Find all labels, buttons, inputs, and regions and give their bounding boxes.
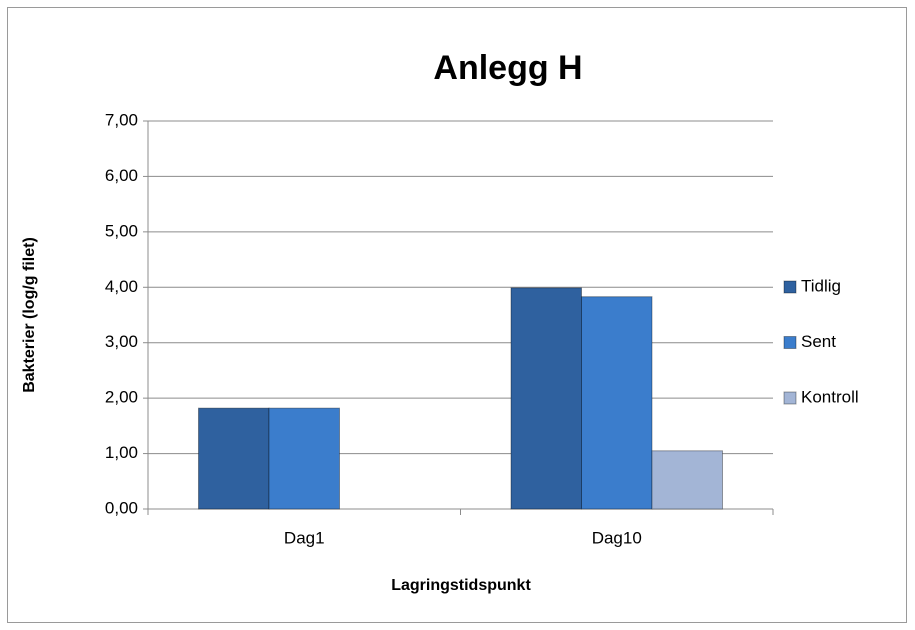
y-tick-label: 3,00	[105, 332, 138, 351]
y-tick-label: 6,00	[105, 166, 138, 185]
bar	[268, 407, 340, 510]
bar	[651, 450, 723, 510]
legend-label: Tidlig	[801, 276, 841, 295]
bar	[510, 287, 582, 510]
y-tick-label: 5,00	[105, 221, 138, 240]
x-axis-title: Lagringstidspunkt	[391, 577, 531, 594]
legend-swatch	[783, 280, 797, 294]
x-tick-label: Dag1	[284, 528, 325, 547]
legend-swatch	[783, 391, 797, 405]
chart-title: Anlegg H	[433, 49, 582, 87]
y-axis-title: Bakterier (log/g filet)	[21, 237, 38, 393]
x-tick-label: Dag10	[592, 528, 642, 547]
y-tick-label: 7,00	[105, 110, 138, 129]
bar	[581, 296, 653, 510]
y-tick-label: 1,00	[105, 443, 138, 462]
legend-swatch	[783, 336, 797, 349]
bar	[198, 407, 270, 510]
chart-frame	[7, 7, 907, 623]
legend-label: Kontroll	[801, 387, 859, 406]
y-tick-label: 0,00	[105, 498, 138, 517]
y-tick-label: 2,00	[105, 388, 138, 407]
y-tick-label: 4,00	[105, 277, 138, 296]
legend-label: Sent	[801, 332, 836, 351]
